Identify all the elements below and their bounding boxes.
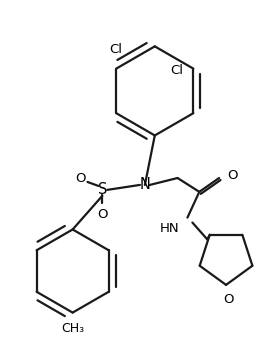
Text: N: N <box>139 177 150 193</box>
Text: O: O <box>97 208 108 221</box>
Text: S: S <box>98 182 107 197</box>
Text: O: O <box>227 168 238 182</box>
Text: CH₃: CH₃ <box>61 323 84 335</box>
Text: Cl: Cl <box>171 64 183 77</box>
Text: HN: HN <box>160 221 179 235</box>
Text: Cl: Cl <box>110 43 123 56</box>
Text: O: O <box>75 172 86 184</box>
Text: O: O <box>223 293 233 306</box>
